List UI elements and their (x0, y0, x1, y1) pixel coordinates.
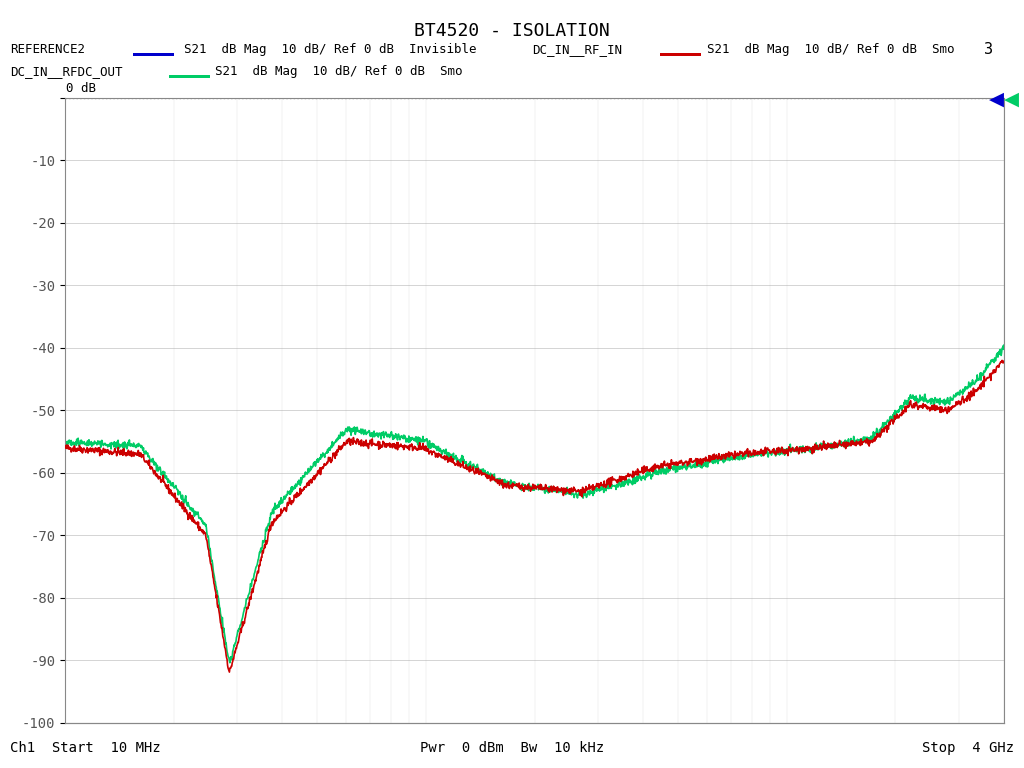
Text: S21  dB Mag  10 dB/ Ref 0 dB  Smo: S21 dB Mag 10 dB/ Ref 0 dB Smo (215, 65, 463, 78)
Text: 0 dB: 0 dB (66, 81, 96, 94)
Text: DC_IN__RFDC_OUT: DC_IN__RFDC_OUT (10, 65, 123, 78)
Text: ◀: ◀ (989, 90, 1004, 109)
Text: REFERENCE2: REFERENCE2 (10, 43, 85, 56)
Text: DC_IN__RF_IN: DC_IN__RF_IN (532, 43, 623, 56)
Text: Pwr  0 dBm  Bw  10 kHz: Pwr 0 dBm Bw 10 kHz (420, 741, 604, 755)
Text: S21  dB Mag  10 dB/ Ref 0 dB  Invisible: S21 dB Mag 10 dB/ Ref 0 dB Invisible (184, 43, 477, 56)
Text: Stop  4 GHz: Stop 4 GHz (922, 741, 1014, 755)
Text: S21  dB Mag  10 dB/ Ref 0 dB  Smo: S21 dB Mag 10 dB/ Ref 0 dB Smo (707, 43, 954, 56)
Text: 3: 3 (984, 42, 993, 57)
Text: ◀: ◀ (1005, 90, 1019, 109)
Text: Ch1  Start  10 MHz: Ch1 Start 10 MHz (10, 741, 161, 755)
Text: BT4520 - ISOLATION: BT4520 - ISOLATION (414, 22, 610, 41)
